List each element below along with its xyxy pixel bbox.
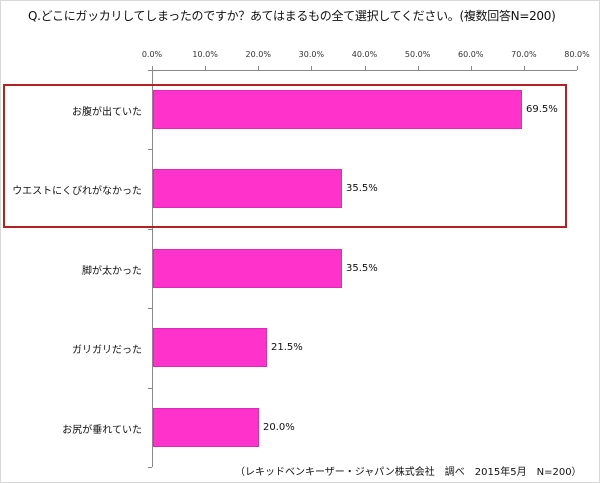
highlight-box (3, 84, 567, 228)
x-tick-label: 0.0% (141, 50, 163, 59)
x-tick-mark (258, 66, 260, 70)
x-tick-mark (577, 66, 578, 70)
y-tick-mark (148, 467, 152, 468)
x-axis-line (152, 70, 577, 71)
source-note: （レキッドベンキーザー・ジャパン株式会社 調べ 2015年5月 N=200） (235, 467, 582, 478)
y-tick-mark (148, 70, 152, 71)
x-tick-mark (311, 66, 313, 70)
bar (153, 90, 522, 129)
value-label: 21.5% (271, 342, 303, 353)
x-tick-mark (364, 66, 366, 70)
y-tick-mark (148, 229, 152, 230)
x-tick-mark (470, 66, 472, 70)
x-tick-label: 10.0% (192, 50, 218, 59)
x-tick-mark (417, 66, 419, 70)
bar (153, 408, 259, 447)
y-axis-line (152, 66, 153, 467)
x-tick-label: 70.0% (511, 50, 537, 59)
category-label: お腹が出ていた (72, 107, 142, 118)
bar (153, 169, 342, 208)
category-label: お尻が垂れていた (62, 425, 142, 436)
y-tick-mark (148, 308, 152, 309)
category-label: ガリガリだった (72, 345, 142, 356)
value-label: 69.5% (526, 104, 558, 115)
x-tick-mark (205, 66, 207, 70)
x-tick-label: 80.0% (564, 50, 590, 59)
bar (153, 328, 267, 367)
x-tick-label: 50.0% (404, 50, 431, 59)
value-label: 35.5% (346, 183, 378, 194)
chart-title: Q.どこにガッカリしてしまったのですか？あてはまるもの全て選択してください。(複… (28, 9, 556, 23)
category-label: 脚が太かった (82, 266, 142, 277)
bar (153, 249, 342, 288)
x-tick-label: 60.0% (458, 50, 484, 59)
category-label: ウエストにくびれがなかった (12, 186, 142, 197)
y-tick-mark (148, 149, 152, 150)
value-label: 20.0% (263, 422, 295, 433)
x-tick-mark (523, 66, 525, 70)
y-tick-mark (148, 388, 152, 389)
x-tick-label: 40.0% (351, 50, 378, 59)
value-label: 35.5% (346, 263, 378, 274)
x-tick-label: 20.0% (245, 50, 271, 59)
x-tick-label: 30.0% (298, 50, 325, 59)
